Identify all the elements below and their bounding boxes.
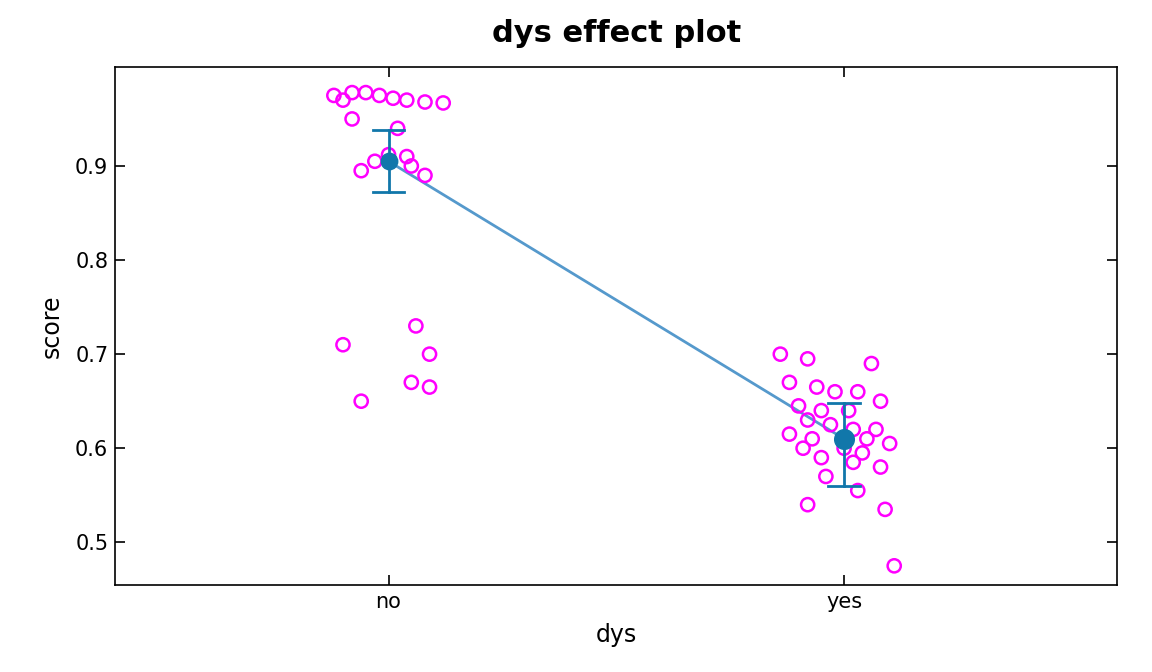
Point [343, 114, 362, 124]
Point [420, 349, 439, 360]
X-axis label: dys: dys [596, 623, 637, 646]
Point [416, 170, 434, 181]
Point [812, 405, 831, 416]
Point [835, 433, 854, 444]
Point [871, 396, 889, 407]
Point [789, 401, 808, 411]
Point [384, 93, 402, 103]
Point [840, 405, 858, 416]
Point [325, 90, 343, 101]
Point [849, 485, 867, 496]
Point [854, 448, 872, 458]
Point [798, 353, 817, 364]
Point [826, 386, 844, 397]
Point [794, 443, 812, 454]
Point [817, 471, 835, 482]
Point [353, 165, 371, 176]
Point [370, 90, 388, 101]
Point [379, 149, 397, 160]
Point [866, 424, 885, 435]
Point [885, 560, 903, 571]
Point [835, 443, 854, 454]
Point [416, 97, 434, 108]
Point [876, 504, 894, 515]
Point [821, 419, 840, 430]
Point [343, 87, 362, 98]
Point [379, 156, 397, 167]
Point [334, 95, 353, 106]
Point [402, 377, 420, 388]
Point [780, 429, 798, 439]
Point [407, 321, 425, 331]
Point [388, 123, 407, 134]
Point [434, 97, 453, 108]
Point [356, 87, 374, 98]
Point [334, 339, 353, 350]
Point [803, 433, 821, 444]
Point [871, 462, 889, 472]
Point [780, 377, 798, 388]
Title: dys effect plot: dys effect plot [492, 19, 741, 48]
Point [402, 161, 420, 171]
Point [798, 499, 817, 510]
Y-axis label: score: score [40, 294, 63, 358]
Point [880, 438, 899, 449]
Point [798, 415, 817, 425]
Point [862, 358, 880, 369]
Point [808, 382, 826, 392]
Point [397, 95, 416, 106]
Point [365, 156, 384, 167]
Point [844, 457, 863, 468]
Point [844, 424, 863, 435]
Point [420, 382, 439, 392]
Point [849, 386, 867, 397]
Point [771, 349, 789, 360]
Point [857, 433, 876, 444]
Point [353, 396, 371, 407]
Point [812, 452, 831, 463]
Point [397, 151, 416, 162]
